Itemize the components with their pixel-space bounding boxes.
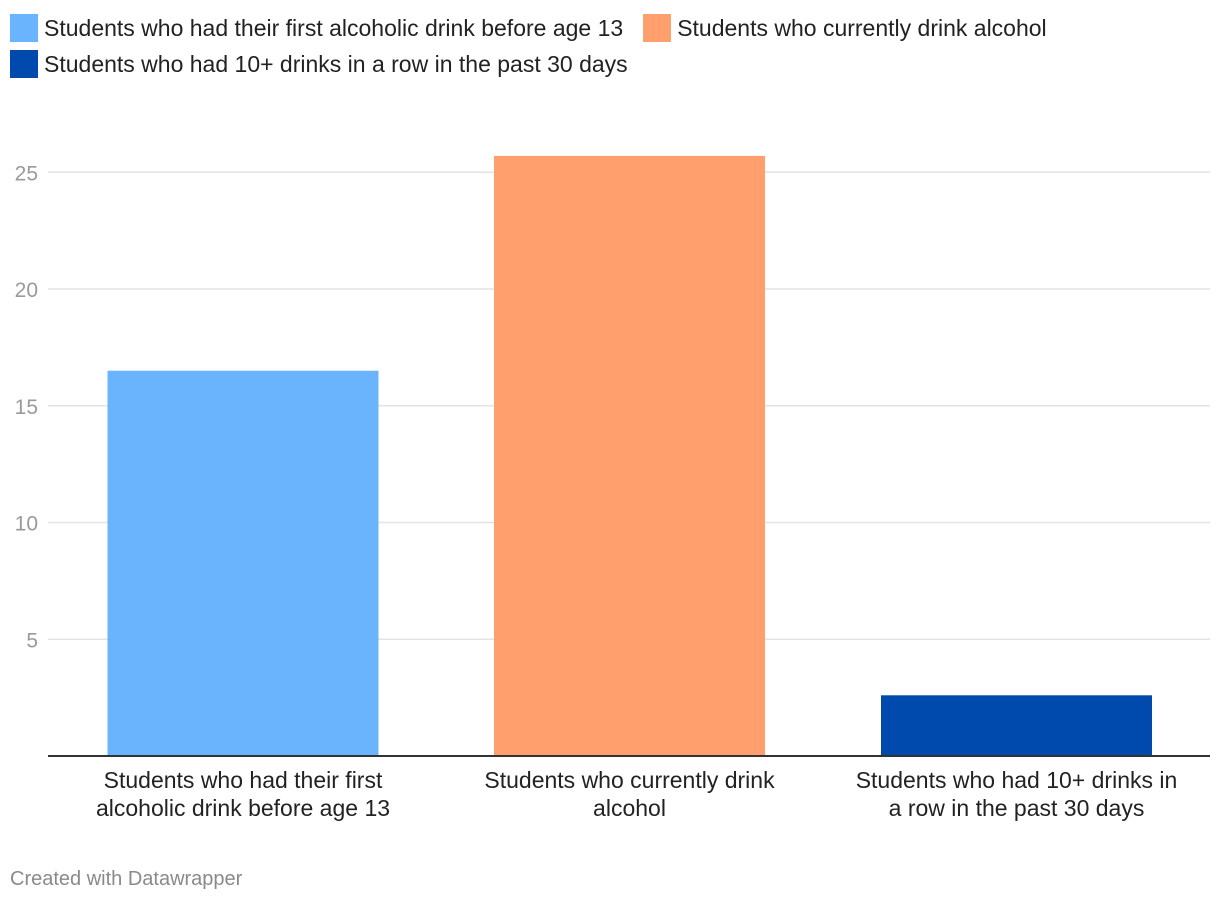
x-category-label-3: Students who had 10+ drinks in a row in t… <box>856 767 1178 821</box>
legend-swatch-first-drink <box>10 14 38 42</box>
legend-label-currently-drink: Students who currently drink alcohol <box>677 14 1047 41</box>
x-category-label-2: Students who currently drink alcohol <box>484 767 775 821</box>
legend-label-binge: Students who had 10+ drinks in a row in … <box>44 50 628 77</box>
legend-swatch-binge <box>10 50 38 78</box>
legend-item-first-drink: Students who had their first alcoholic d… <box>10 14 623 42</box>
bar-3 <box>881 695 1152 756</box>
legend-item-binge: Students who had 10+ drinks in a row in … <box>10 50 628 78</box>
bar-1 <box>107 370 379 756</box>
y-tick-label-15: 15 <box>15 396 38 419</box>
bar-2 <box>494 155 765 756</box>
legend-item-currently-drink: Students who currently drink alcohol <box>643 14 1047 42</box>
legend-label-first-drink: Students who had their first alcoholic d… <box>44 14 624 41</box>
legend-swatch-currently-drink <box>643 14 672 42</box>
legend-row-2: Students who had 10+ drinks in a row in … <box>10 46 1210 82</box>
legend-row-1: Students who had their first alcoholic d… <box>10 10 1210 46</box>
y-tick-label-25: 25 <box>15 162 38 185</box>
y-tick-label-20: 20 <box>15 279 38 302</box>
y-tick-label-10: 10 <box>15 513 38 536</box>
x-category-label-1: Students who had their first alcoholic dr… <box>96 767 390 821</box>
chart-legend: Students who had their first alcoholic d… <box>10 10 1210 82</box>
footer-credit: Created with Datawrapper <box>10 868 243 890</box>
y-tick-label-5: 5 <box>26 629 38 652</box>
